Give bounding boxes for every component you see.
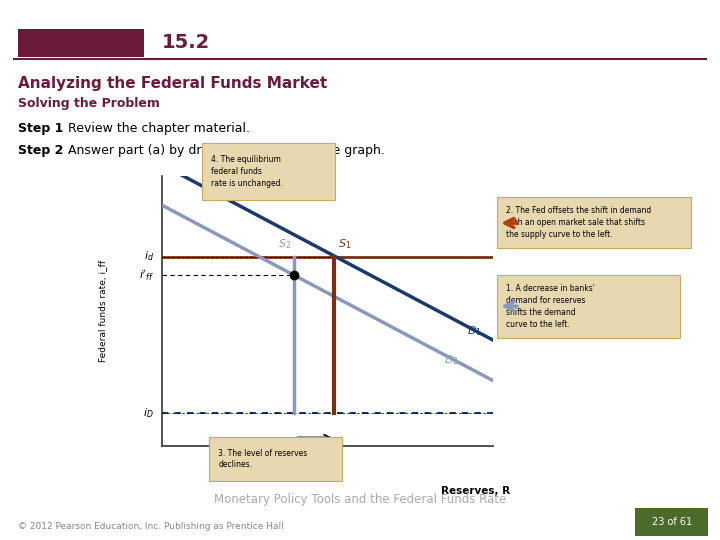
Text: Analyzing the Federal Funds Market: Analyzing the Federal Funds Market xyxy=(18,76,328,91)
Text: Review the chapter material.: Review the chapter material. xyxy=(60,122,250,135)
Text: Solving the Problem: Solving the Problem xyxy=(18,97,160,110)
Text: Solved Problem: Solved Problem xyxy=(32,38,130,48)
Text: 1. A decrease in banks'
demand for reserves
shifts the demand
curve to the left.: 1. A decrease in banks' demand for reser… xyxy=(506,284,595,329)
Text: 4. The equilibrium
federal funds
rate is unchanged.: 4. The equilibrium federal funds rate is… xyxy=(211,155,283,188)
Text: $i_D$: $i_D$ xyxy=(143,406,154,420)
Text: $S_2$: $S_2$ xyxy=(278,237,291,251)
Text: $R_1^*$: $R_1^*$ xyxy=(327,462,341,478)
Text: Monetary Policy Tools and the Federal Funds Rate: Monetary Policy Tools and the Federal Fu… xyxy=(214,493,506,506)
Text: Step 2: Step 2 xyxy=(18,144,63,157)
Text: Reserves, R: Reserves, R xyxy=(441,486,510,496)
Text: 3. The level of reserves
declines.: 3. The level of reserves declines. xyxy=(218,449,307,469)
Text: 15.2: 15.2 xyxy=(162,33,210,52)
Text: $S_1$: $S_1$ xyxy=(338,237,351,251)
Text: $i_d$: $i_d$ xyxy=(144,249,154,264)
Text: © 2012 Pearson Education, Inc. Publishing as Prentice Hall: © 2012 Pearson Education, Inc. Publishin… xyxy=(18,522,284,531)
Text: Federal funds rate, i_ff: Federal funds rate, i_ff xyxy=(98,259,107,362)
Text: $D_1$: $D_1$ xyxy=(467,325,482,339)
Text: 2. The Fed offsets the shift in demand
with an open market sale that shifts
the : 2. The Fed offsets the shift in demand w… xyxy=(506,206,652,239)
Text: Step 1: Step 1 xyxy=(18,122,63,135)
Text: Answer part (a) by drawing the appropriate graph.: Answer part (a) by drawing the appropria… xyxy=(60,144,384,157)
Text: $D_2$: $D_2$ xyxy=(444,353,458,367)
Text: 23 of 61: 23 of 61 xyxy=(652,517,692,526)
Text: $i'_{ff}$: $i'_{ff}$ xyxy=(139,268,154,283)
Text: $R_2^*$: $R_2^*$ xyxy=(287,462,302,478)
